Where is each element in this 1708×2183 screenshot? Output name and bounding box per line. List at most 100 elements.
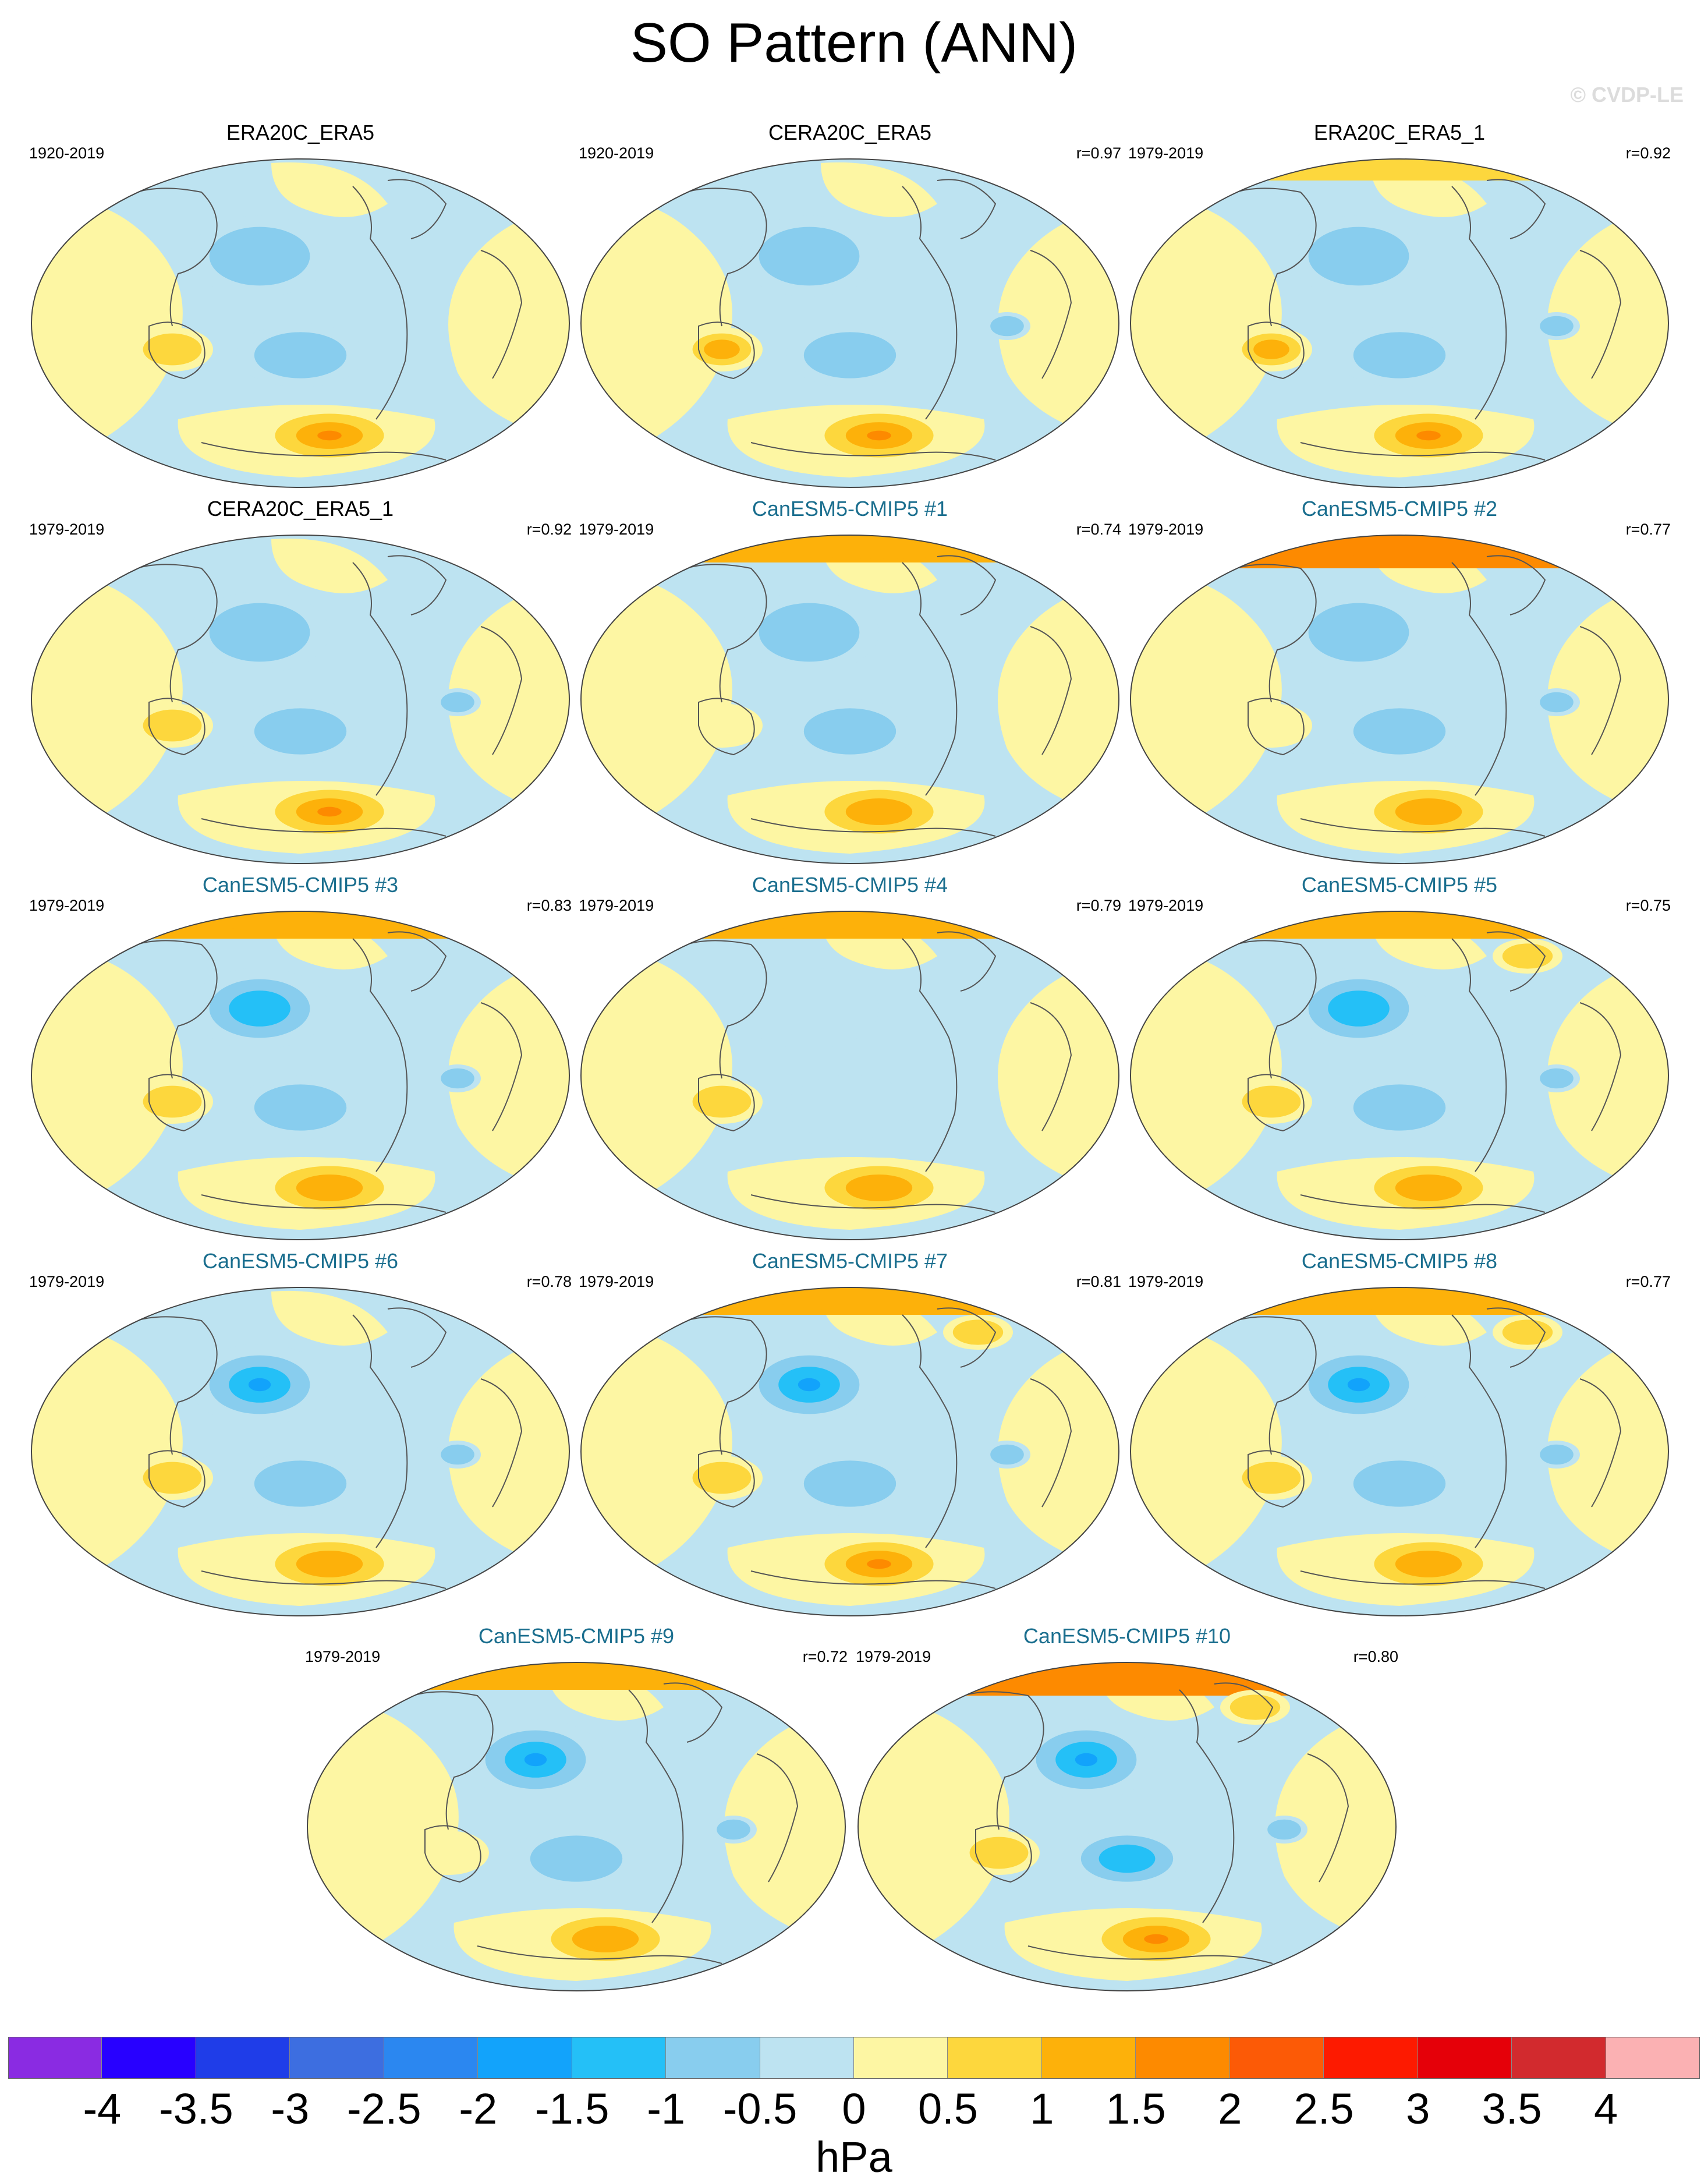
colorbar-swatch [1136, 2037, 1230, 2079]
coastline-5 [201, 1570, 447, 1589]
coastline-3 [937, 1307, 997, 1368]
coastline-4 [756, 1753, 799, 1883]
arctic-positive-core [751, 1287, 1007, 1311]
coastline-0 [663, 1316, 767, 1455]
atlantic-africa-positive-region [1547, 580, 1668, 819]
asia-positive-region [581, 951, 732, 1195]
map-10 [580, 1287, 1119, 1616]
coastline-0 [114, 187, 218, 327]
panel-title: CanESM5-CMIP5 #2 [1301, 497, 1498, 521]
colorbar-swatch [948, 2037, 1042, 2079]
colorbar-tick-label: 4 [1593, 2085, 1618, 2133]
atlantic-africa-positive-region [1547, 1332, 1668, 1571]
map-1 [580, 158, 1119, 488]
north-pacific-low-level-1 [759, 603, 860, 662]
coastline-3 [387, 931, 447, 992]
coastline-0 [1213, 940, 1317, 1079]
colorbar-tick-label: -3 [271, 2085, 310, 2133]
atlantic-africa-positive-region [448, 204, 569, 443]
south-pacific-low-level-1 [254, 1460, 347, 1507]
colorbar-tick-label: -4 [83, 2085, 122, 2133]
asia-positive-region [1131, 575, 1282, 819]
coastline-4 [1307, 1753, 1349, 1883]
atlantic-low-level-1 [990, 316, 1024, 337]
coastline-2 [1451, 938, 1507, 1172]
atlantic-africa-positive-region [448, 580, 569, 819]
coastline-4 [1030, 250, 1072, 379]
coastline-3 [1486, 1307, 1546, 1368]
coastline-1 [698, 698, 755, 756]
colorbar-swatch [1606, 2037, 1700, 2079]
south-pacific-low-level-1 [530, 1835, 623, 1882]
map-panel: CERA20C_ERA5_1 1979-2019 r=0.92 [27, 493, 574, 865]
atlantic-africa-positive-region [998, 1332, 1119, 1571]
map-panel: CanESM5-CMIP5 #3 1979-2019 r=0.83 [27, 869, 574, 1241]
panel-correlation: r=0.78 [526, 1273, 572, 1290]
amundsen-high-level-2 [296, 1551, 363, 1577]
coastline-5 [1300, 1194, 1546, 1213]
map-outline [31, 535, 570, 864]
map-panel: CanESM5-CMIP5 #9 1979-2019 r=0.72 [303, 1620, 850, 1993]
coastline-2 [902, 562, 958, 796]
coastline-1 [1248, 321, 1305, 380]
arctic-positive-core [1301, 1287, 1557, 1311]
south-pacific-low-level-1 [1353, 1460, 1446, 1507]
coastline-2 [1179, 1689, 1235, 1923]
asia-positive-region [1131, 1328, 1282, 1571]
map-panel: CanESM5-CMIP5 #1 1979-2019 r=0.74 [576, 493, 1124, 865]
map-outline [580, 535, 1119, 864]
south-pacific-low-level-1 [1353, 708, 1446, 755]
panel-period: 1979-2019 [1128, 897, 1204, 914]
south-pacific-low-level-1 [803, 708, 896, 755]
map-panel: CERA20C_ERA5 1920-2019 r=0.97 [576, 116, 1124, 489]
panel-title: CanESM5-CMIP5 #5 [1301, 873, 1498, 897]
map-outline [1130, 535, 1669, 864]
coastline-3 [1214, 1682, 1274, 1743]
amundsen-high-level-2 [1395, 798, 1462, 825]
north-pacific-low-level-2 [1328, 990, 1390, 1027]
arctic-positive-core [1301, 911, 1557, 935]
coastline-4 [1030, 1378, 1072, 1508]
atlantic-africa-positive-region [448, 1332, 569, 1571]
colorbar-swatch [8, 2037, 102, 2079]
australia-high-level-1 [1242, 1085, 1301, 1118]
colorbar-swatch [760, 2037, 854, 2079]
map-6 [31, 911, 570, 1240]
colorbar-swatch [102, 2037, 196, 2079]
panel-correlation: r=0.74 [1076, 521, 1121, 538]
colorbar-swatch [666, 2037, 760, 2079]
coastline-1 [698, 1074, 755, 1132]
atlantic-low-level-1 [1540, 316, 1574, 337]
panel-period: 1979-2019 [1128, 521, 1204, 538]
asia-positive-region [581, 575, 732, 819]
colorbar-tick-label: 1 [1030, 2085, 1054, 2133]
asia-positive-region [858, 1703, 1009, 1946]
panel-period: 1979-2019 [29, 1273, 105, 1290]
coastline-0 [940, 1691, 1044, 1830]
amundsen-high-level-3 [317, 430, 342, 441]
panel-correlation: r=0.77 [1625, 521, 1671, 538]
coastline-3 [387, 1307, 447, 1368]
colorbar-swatch [572, 2037, 667, 2079]
amundsen-high-level-2 [1395, 1174, 1462, 1201]
coastline-5 [201, 1194, 447, 1213]
north-pacific-low-level-3 [524, 1753, 547, 1767]
coastline-2 [352, 1314, 408, 1548]
map-panel: CanESM5-CMIP5 #6 1979-2019 r=0.78 [27, 1245, 574, 1618]
coastline-2 [1451, 1314, 1507, 1548]
south-pacific-low-level-1 [1353, 332, 1446, 378]
coastline-4 [1579, 626, 1622, 755]
colorbar-tick-label: -0.5 [722, 2085, 798, 2133]
coastline-5 [750, 442, 996, 461]
coastline-5 [750, 1570, 996, 1589]
atlantic-low-level-1 [441, 1444, 474, 1465]
panel-correlation: r=0.92 [526, 521, 572, 538]
map-5 [1130, 535, 1669, 864]
coastline-5 [1300, 818, 1546, 837]
amundsen-high-level-2 [296, 1174, 363, 1201]
australia-high-level-1 [143, 1085, 202, 1118]
north-pacific-low-level-3 [798, 1378, 821, 1392]
coastline-1 [424, 1825, 481, 1883]
coastline-4 [1030, 1002, 1072, 1131]
panel-title: CERA20C_ERA5 [768, 121, 932, 144]
